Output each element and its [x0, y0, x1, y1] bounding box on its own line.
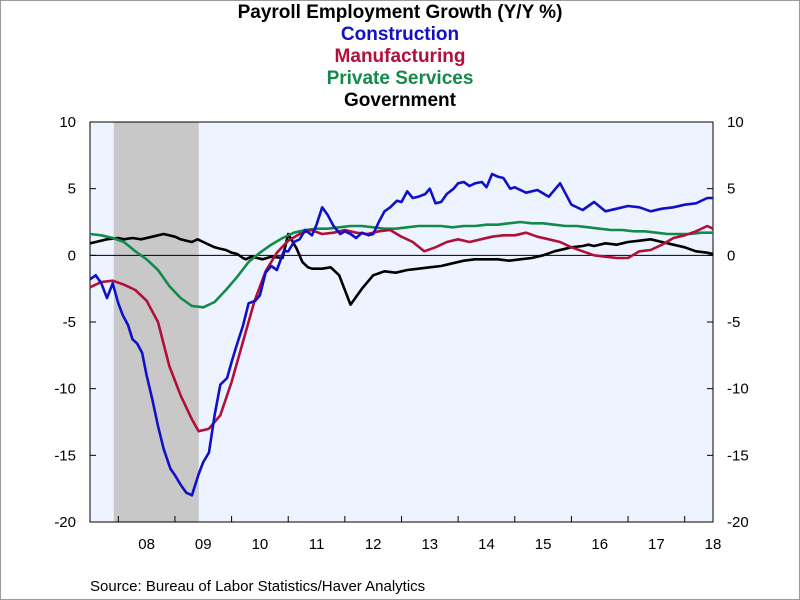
y-tick-label-left: -15 [54, 447, 76, 464]
y-tick-label-left: -20 [54, 514, 76, 531]
x-tick-label: 12 [365, 536, 382, 553]
y-tick-label-left: -5 [63, 314, 76, 331]
x-tick-label: 11 [309, 536, 325, 553]
y-tick-label-right: -15 [727, 447, 749, 464]
x-tick-label: 17 [648, 536, 665, 553]
y-tick-label-left: -10 [54, 381, 76, 398]
y-tick-label-right: 0 [727, 247, 735, 264]
y-tick-label-left: 0 [68, 247, 76, 264]
series-line-manufacturing [89, 224, 714, 433]
legend-construction: Construction [340, 24, 460, 45]
recession-shade [113, 122, 199, 522]
x-tick-label: 09 [195, 536, 212, 553]
chart-title-block: Payroll Employment Growth (Y/Y %) Constr… [0, 2, 800, 112]
y-tick-label-right: -10 [727, 381, 749, 398]
x-tick-label: 16 [591, 536, 608, 553]
y-tick-label-right: -20 [727, 514, 749, 531]
y-tick-label-right: -5 [727, 314, 740, 331]
series-line-private-services [89, 220, 713, 309]
x-tick-label: 08 [138, 536, 155, 553]
y-tick-label-right: 10 [727, 114, 744, 131]
y-tick-label-right: 5 [727, 181, 735, 198]
chart-title: Payroll Employment Growth (Y/Y %) [237, 2, 563, 23]
x-tick-label: 13 [421, 536, 438, 553]
x-tick-label: 14 [478, 536, 495, 553]
legend-manufacturing: Manufacturing [334, 46, 466, 67]
series-line-government [89, 232, 714, 307]
x-tick-label: 15 [535, 536, 552, 553]
x-tick-label: 18 [705, 536, 722, 553]
source-note: Source: Bureau of Labor Statistics/Haver… [90, 578, 426, 595]
series-line-construction [89, 172, 713, 497]
legend-government: Government [344, 90, 456, 111]
y-tick-label-left: 10 [59, 114, 76, 131]
legend-private-services: Private Services [326, 68, 474, 89]
y-tick-label-left: 5 [68, 181, 76, 198]
x-tick-label: 10 [252, 536, 269, 553]
